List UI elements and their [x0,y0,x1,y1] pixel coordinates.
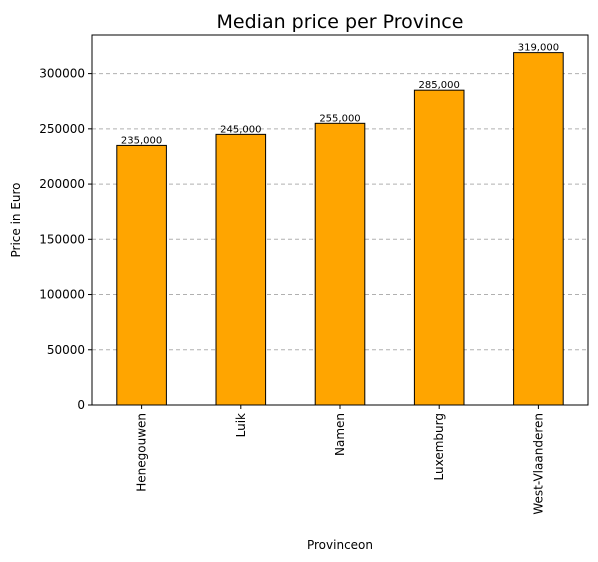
x-axis-ticks: Henegouwen Luik Namen Luxemburg West-Vlaande… [135,405,545,515]
data-label: 255,000 [319,113,360,124]
bars [116,52,564,406]
x-tick-label: Luik [234,413,248,437]
x-tick-label: Henegouwen [135,413,149,492]
data-label: 235,000 [121,135,162,146]
y-tick-label: 50000 [47,343,85,357]
x-tick-label: Namen [333,413,347,456]
data-label: 285,000 [419,80,460,91]
y-tick-label: 0 [77,398,85,412]
bar [215,133,267,406]
y-tick-label: 150000 [39,232,85,246]
bar [314,122,366,406]
y-tick-label: 300000 [39,67,85,81]
data-label: 319,000 [518,43,559,54]
data-labels: 235,000 245,000 255,000 285,000 319,000 [121,43,559,147]
x-tick-label: Luxemburg [432,413,446,480]
y-tick-label: 200000 [39,177,85,191]
x-axis-label: Provinceon [307,538,373,552]
bar [413,89,465,406]
x-tick-label: West-Vlaanderen [531,413,545,515]
y-tick-label: 100000 [39,288,85,302]
y-axis-label: Price in Euro [9,182,23,257]
chart-title: Median price per Province [217,11,464,33]
y-axis-ticks: 0 50000 100000 150000 200000 250000 300000 [39,67,92,412]
bar [513,52,564,406]
data-label: 245,000 [220,124,261,135]
y-tick-label: 250000 [39,122,85,136]
bar [116,144,167,406]
